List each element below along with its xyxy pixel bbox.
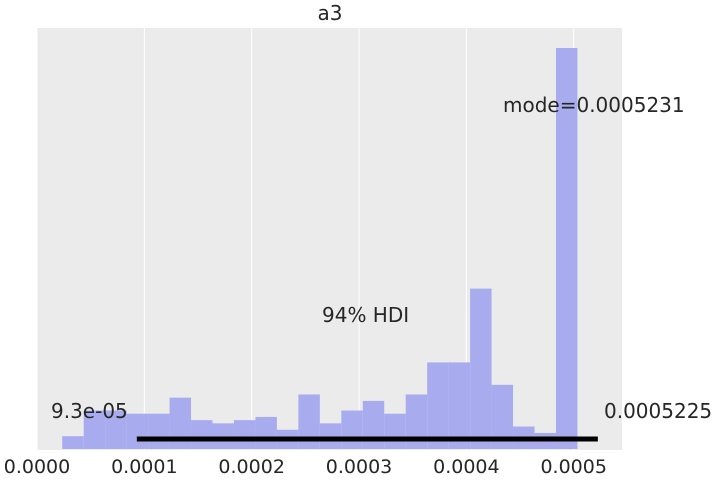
x-tick-label: 0.0005 bbox=[540, 456, 606, 478]
histogram-bar bbox=[298, 394, 320, 449]
histogram-bar bbox=[105, 410, 127, 449]
histogram-bar bbox=[62, 436, 84, 449]
histogram-bar bbox=[448, 362, 471, 449]
chart-title: a3 bbox=[317, 1, 343, 25]
x-tick-label: 0.0000 bbox=[4, 456, 70, 478]
histogram-bar bbox=[83, 410, 106, 449]
histogram-bar bbox=[255, 416, 277, 449]
histogram-bar bbox=[341, 410, 363, 449]
mode-annotation: mode=0.0005231 bbox=[503, 93, 685, 117]
histogram-bar bbox=[427, 362, 449, 449]
hdi-low-label: 9.3e-05 bbox=[51, 399, 128, 423]
histogram-bar bbox=[362, 400, 385, 449]
histogram-bar bbox=[212, 423, 234, 449]
histogram-bar bbox=[191, 420, 213, 449]
histogram-bar bbox=[319, 423, 342, 449]
histogram-bar bbox=[405, 394, 428, 449]
x-tick-label: 0.0004 bbox=[433, 456, 499, 478]
histogram-bar bbox=[555, 48, 578, 449]
x-axis-ticks: 0.0000 0.0001 0.0002 0.0003 0.0004 0.0005 bbox=[4, 456, 607, 478]
histogram-bar bbox=[470, 288, 492, 449]
plot-area bbox=[37, 28, 622, 450]
histogram-bar bbox=[384, 413, 406, 449]
histogram-bars bbox=[62, 48, 578, 449]
histogram-bar bbox=[169, 397, 192, 449]
histogram-bar bbox=[491, 384, 514, 449]
hdi-label: 94% HDI bbox=[322, 303, 410, 327]
histogram-bar bbox=[233, 420, 256, 449]
x-tick-label: 0.0002 bbox=[218, 456, 284, 478]
x-tick-label: 0.0003 bbox=[326, 456, 392, 478]
hdi-high-label: 0.0005225 bbox=[604, 399, 713, 423]
histogram-bar bbox=[126, 413, 149, 449]
x-tick-label: 0.0001 bbox=[111, 456, 177, 478]
histogram-bar bbox=[148, 413, 170, 449]
